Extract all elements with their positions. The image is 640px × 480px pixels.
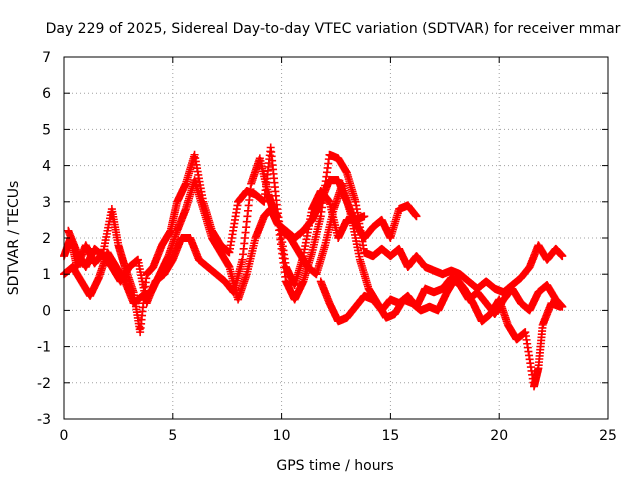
y-axis-label: SDTVAR / TECUs <box>6 181 22 296</box>
y-tick-label: 0 <box>42 303 51 319</box>
x-tick-label: 20 <box>490 428 508 444</box>
data-point <box>412 212 421 221</box>
data-point <box>558 252 567 261</box>
data-point <box>558 302 567 311</box>
y-tick-label: 4 <box>42 159 51 175</box>
x-tick-label: 15 <box>381 428 399 444</box>
series-trace-e <box>316 273 567 326</box>
chart-title: Day 229 of 2025, Sidereal Day-to-day VTE… <box>46 21 621 37</box>
x-tick-label: 25 <box>599 428 617 444</box>
y-tick-label: -2 <box>37 376 51 392</box>
y-tick-label: 5 <box>42 122 51 138</box>
axis-ticks: 0 5 10 15 20 25 -3 -2 -1 0 1 2 3 4 5 6 7 <box>37 50 617 444</box>
y-tick-label: -3 <box>37 412 51 428</box>
y-tick-label: 3 <box>42 195 51 211</box>
x-tick-label: 10 <box>273 428 291 444</box>
y-tick-label: 2 <box>42 231 51 247</box>
x-axis-label: GPS time / hours <box>276 458 393 474</box>
x-tick-label: 0 <box>60 428 69 444</box>
y-tick-label: -1 <box>37 340 51 356</box>
data-series <box>60 143 567 391</box>
y-tick-label: 7 <box>42 50 51 66</box>
series-trace-c <box>64 150 567 308</box>
y-tick-label: 1 <box>42 267 51 283</box>
x-tick-label: 5 <box>168 428 177 444</box>
y-tick-label: 6 <box>42 86 51 102</box>
